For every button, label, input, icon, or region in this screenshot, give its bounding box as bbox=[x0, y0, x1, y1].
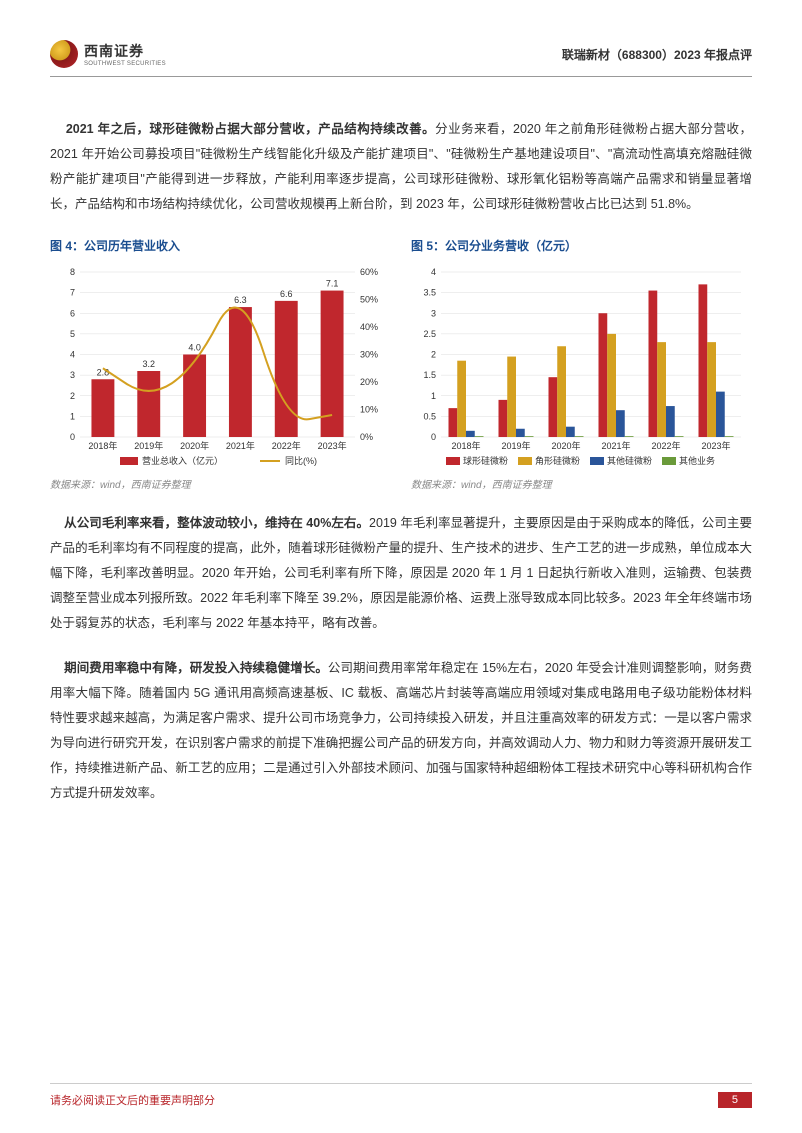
svg-text:8: 8 bbox=[70, 267, 75, 277]
logo: 西南证券 SOUTHWEST SECURITIES bbox=[50, 40, 166, 68]
page: 西南证券 SOUTHWEST SECURITIES 联瑞新材（688300）20… bbox=[0, 0, 802, 1133]
svg-text:7.1: 7.1 bbox=[326, 279, 339, 289]
svg-text:7: 7 bbox=[70, 288, 75, 298]
svg-text:10%: 10% bbox=[360, 405, 378, 415]
svg-text:1.5: 1.5 bbox=[423, 370, 436, 380]
paragraph-2: 从公司毛利率来看，整体波动较小，维持在 40%左右。2019 年毛利率显著提升，… bbox=[50, 511, 752, 636]
logo-icon bbox=[50, 40, 78, 68]
chart4-col: 图 4：公司历年营业收入 0 1 2 3 4 5 6 7 8 0% 10% 20% 30% 40% 50% 6… bbox=[50, 237, 391, 491]
svg-text:2019年: 2019年 bbox=[501, 440, 530, 451]
chart4-svg: 0123456780%10%20%30%40%50%60%2.83.24.06.… bbox=[50, 262, 390, 472]
svg-text:6: 6 bbox=[70, 308, 75, 318]
svg-text:2018年: 2018年 bbox=[451, 440, 480, 451]
svg-text:营业总收入（亿元）: 营业总收入（亿元） bbox=[142, 455, 223, 466]
svg-text:6.3: 6.3 bbox=[234, 295, 247, 305]
svg-text:50%: 50% bbox=[360, 295, 378, 305]
svg-text:2: 2 bbox=[431, 350, 436, 360]
svg-text:3.2: 3.2 bbox=[142, 359, 155, 369]
chart5-box: 0 0.5 1 1.5 2 2.5 3 3.5 4 2018年 2019年 2020年 2021年 202… bbox=[411, 262, 752, 472]
logo-text: 西南证券 SOUTHWEST SECURITIES bbox=[84, 41, 166, 67]
svg-text:2019年: 2019年 bbox=[134, 440, 163, 451]
chart4-box: 0123456780%10%20%30%40%50%60%2.83.24.06.… bbox=[50, 262, 391, 472]
svg-text:30%: 30% bbox=[360, 350, 378, 360]
header-title: 联瑞新材（688300）2023 年报点评 bbox=[562, 46, 752, 63]
svg-text:2020年: 2020年 bbox=[551, 440, 580, 451]
svg-text:角形硅微粉: 角形硅微粉 bbox=[535, 455, 580, 466]
svg-text:0.5: 0.5 bbox=[423, 411, 436, 421]
page-number: 5 bbox=[718, 1092, 752, 1108]
logo-en: SOUTHWEST SECURITIES bbox=[84, 61, 166, 67]
p3-text: 公司期间费用率常年稳定在 15%左右，2020 年受会计准则调整影响，财务费用率… bbox=[50, 661, 752, 800]
svg-text:2021年: 2021年 bbox=[601, 440, 630, 451]
p2-bold: 从公司毛利率来看，整体波动较小，维持在 40%左右。 bbox=[64, 516, 369, 530]
chart5-source: 数据来源：wind，西南证券整理 bbox=[411, 476, 752, 491]
svg-text:0: 0 bbox=[70, 432, 75, 442]
svg-text:2021年: 2021年 bbox=[226, 440, 255, 451]
chart4-source: 数据来源：wind，西南证券整理 bbox=[50, 476, 391, 491]
svg-text:3: 3 bbox=[70, 370, 75, 380]
paragraph-3: 期间费用率稳中有降，研发投入持续稳健增长。公司期间费用率常年稳定在 15%左右，… bbox=[50, 656, 752, 806]
svg-text:3: 3 bbox=[431, 308, 436, 318]
footer: 请务必阅读正文后的重要声明部分 5 bbox=[50, 1083, 752, 1108]
svg-text:2022年: 2022年 bbox=[651, 440, 680, 451]
charts-row: 图 4：公司历年营业收入 0 1 2 3 4 5 6 7 8 0% 10% 20% 30% 40% 50% 6… bbox=[50, 237, 752, 491]
svg-text:2020年: 2020年 bbox=[180, 440, 209, 451]
chart5-svg: 0 0.5 1 1.5 2 2.5 3 3.5 4 2018年 2019年 2020年 2021年 202… bbox=[411, 262, 751, 472]
svg-text:同比(%): 同比(%) bbox=[285, 455, 317, 466]
footer-text: 请务必阅读正文后的重要声明部分 bbox=[50, 1092, 215, 1108]
svg-text:2018年: 2018年 bbox=[88, 440, 117, 451]
svg-text:其他业务: 其他业务 bbox=[679, 455, 715, 466]
paragraph-1: 2021 年之后，球形硅微粉占据大部分营收，产品结构持续改善。分业务来看，202… bbox=[50, 117, 752, 217]
p2-text: 2019 年毛利率显著提升，主要原因是由于采购成本的降低，公司主要产品的毛利率均… bbox=[50, 516, 752, 630]
chart5-col: 图 5：公司分业务营收（亿元） 0 0.5 1 1.5 2 2.5 3 3.5 4 2018年 20… bbox=[411, 237, 752, 491]
svg-text:3.5: 3.5 bbox=[423, 288, 436, 298]
p3-bold: 期间费用率稳中有降，研发投入持续稳健增长。 bbox=[64, 661, 328, 675]
logo-cn: 西南证券 bbox=[84, 41, 166, 61]
svg-text:1: 1 bbox=[70, 411, 75, 421]
page-header: 西南证券 SOUTHWEST SECURITIES 联瑞新材（688300）20… bbox=[50, 40, 752, 77]
svg-text:4.0: 4.0 bbox=[188, 343, 201, 353]
p1-bold: 2021 年之后，球形硅微粉占据大部分营收，产品结构持续改善。 bbox=[66, 122, 435, 136]
svg-text:60%: 60% bbox=[360, 267, 378, 277]
svg-text:5: 5 bbox=[70, 329, 75, 339]
svg-text:2023年: 2023年 bbox=[701, 440, 730, 451]
svg-text:4: 4 bbox=[431, 267, 436, 277]
svg-text:1: 1 bbox=[431, 391, 436, 401]
svg-text:其他硅微粉: 其他硅微粉 bbox=[607, 455, 652, 466]
svg-text:0: 0 bbox=[431, 432, 436, 442]
svg-text:球形硅微粉: 球形硅微粉 bbox=[463, 455, 508, 466]
svg-text:2: 2 bbox=[70, 391, 75, 401]
chart5-title: 图 5：公司分业务营收（亿元） bbox=[411, 237, 752, 254]
chart4-title: 图 4：公司历年营业收入 bbox=[50, 237, 391, 254]
svg-text:20%: 20% bbox=[360, 377, 378, 387]
svg-text:4: 4 bbox=[70, 350, 75, 360]
svg-text:2.5: 2.5 bbox=[423, 329, 436, 339]
svg-text:2023年: 2023年 bbox=[318, 440, 347, 451]
svg-text:2022年: 2022年 bbox=[272, 440, 301, 451]
svg-text:0%: 0% bbox=[360, 432, 373, 442]
svg-text:40%: 40% bbox=[360, 322, 378, 332]
svg-text:6.6: 6.6 bbox=[280, 289, 293, 299]
